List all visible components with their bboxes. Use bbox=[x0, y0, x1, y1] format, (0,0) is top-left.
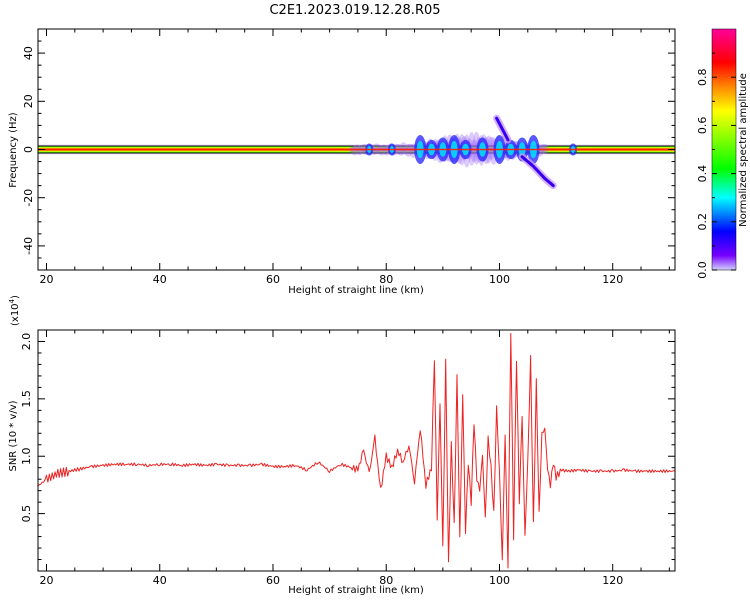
spectrogram-x-axis-label: Height of straight line (km) bbox=[288, 285, 424, 296]
snr-y-scale-exponent: 4 bbox=[8, 298, 16, 303]
rising-trace bbox=[495, 116, 510, 142]
spectrogram-y-tick-label: 20 bbox=[22, 94, 35, 108]
spread-violet bbox=[470, 139, 479, 163]
snr-ticks: 20 40 60 80 100 120 0.5 1.0 1.5 2.0 bbox=[20, 330, 675, 587]
snr-x-tick-label: 20 bbox=[39, 574, 53, 587]
spectrogram-x-tick-label: 100 bbox=[489, 273, 510, 286]
spread-violet bbox=[399, 142, 408, 155]
spectrogram-x-tick-label: 80 bbox=[379, 273, 393, 286]
snr-y-tick-label: 1.0 bbox=[20, 447, 33, 465]
spread-violet bbox=[350, 145, 359, 156]
snr-y-axis-label: SNR (10 * v/v) bbox=[8, 400, 19, 471]
colorbar-tick-label: 0.8 bbox=[696, 68, 709, 86]
spectrogram-y-axis-label: Frequency (Hz) bbox=[8, 112, 19, 188]
spectrogram-plot-area bbox=[38, 114, 675, 190]
spread-violet bbox=[377, 145, 386, 156]
snr-y-scale-prefix: (x10 bbox=[10, 303, 21, 326]
colorbar-tick-label: 0.0 bbox=[696, 261, 709, 279]
spectrogram-x-tick-label: 20 bbox=[39, 273, 53, 286]
snr-x-tick-label: 40 bbox=[153, 574, 167, 587]
snr-y-tick-label: 1.5 bbox=[20, 390, 33, 408]
spread-violet bbox=[372, 143, 381, 154]
spread-violet bbox=[355, 145, 364, 156]
spectrogram-x-tick-label: 60 bbox=[266, 273, 280, 286]
snr-y-scale-label: (x104) bbox=[8, 295, 21, 326]
snr-x-axis-label: Height of straight line (km) bbox=[288, 585, 424, 596]
snr-y-tick-label: 0.5 bbox=[20, 505, 33, 523]
snr-y-tick-label: 2.0 bbox=[20, 333, 33, 351]
snr-plot-area bbox=[38, 332, 675, 569]
spectrogram-x-tick-label: 40 bbox=[153, 273, 167, 286]
colorbar: 0.0 0.2 0.4 0.6 0.8 Normalized spectral ampl… bbox=[696, 28, 749, 279]
snr-x-tick-label: 80 bbox=[379, 574, 393, 587]
figure-title: C2E1.2023.019.12.28.R05 bbox=[269, 3, 440, 18]
snr-x-tick-label: 120 bbox=[602, 574, 623, 587]
snr-y-scale-suffix: ) bbox=[10, 295, 21, 299]
spectrogram-y-tick-label: -40 bbox=[22, 237, 35, 255]
spread-violet bbox=[396, 146, 405, 156]
snr-series-line bbox=[38, 332, 675, 569]
colorbar-gradient bbox=[711, 28, 737, 271]
snr-panel: 20 40 60 80 100 120 0.5 1.0 1.5 2.0 Height of str… bbox=[8, 295, 676, 596]
falling-trace bbox=[520, 155, 555, 188]
colorbar-label: Normalized spectral amplitude bbox=[738, 73, 749, 227]
spectrogram-y-tick-label: -20 bbox=[22, 189, 35, 207]
spectrogram-x-tick-label: 120 bbox=[602, 273, 623, 286]
snr-frame bbox=[37, 329, 676, 572]
colorbar-ticks: 0.0 0.2 0.4 0.6 0.8 bbox=[696, 52, 736, 279]
spread-violet bbox=[487, 136, 496, 160]
spectrogram-panel: 20 40 60 80 100 120 -40 -20 0 20 40 Height of stra… bbox=[8, 28, 676, 296]
spectrogram-y-tick-label: 40 bbox=[22, 46, 35, 60]
snr-x-tick-label: 100 bbox=[489, 574, 510, 587]
snr-x-tick-label: 60 bbox=[266, 574, 280, 587]
spectrogram-y-tick-label: 0 bbox=[22, 146, 35, 153]
colorbar-tick-label: 0.6 bbox=[696, 117, 709, 134]
colorbar-tick-label: 0.4 bbox=[696, 165, 709, 183]
spectrogram-ticks: 20 40 60 80 100 120 -40 -20 0 20 40 bbox=[22, 28, 675, 286]
colorbar-tick-label: 0.2 bbox=[696, 213, 709, 231]
